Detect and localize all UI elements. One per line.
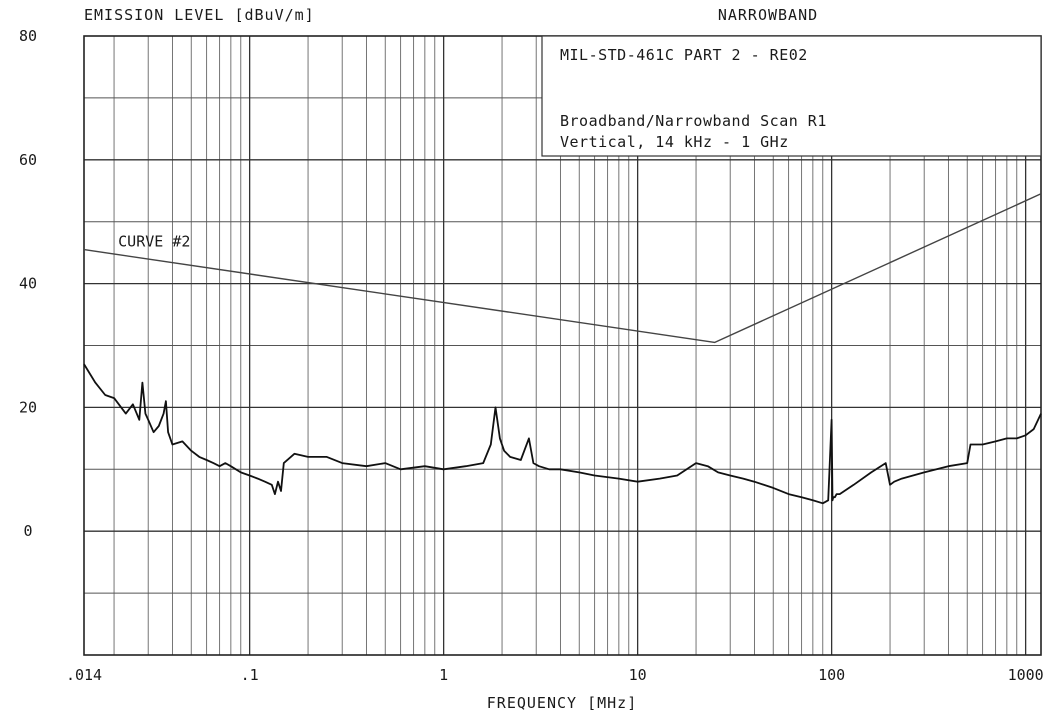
y-tick-label: 20 <box>19 398 37 416</box>
x-tick-label: 1 <box>439 666 448 684</box>
x-tick-label: .1 <box>241 666 259 684</box>
x-tick-label: .014 <box>66 666 102 684</box>
x-axis-label: FREQUENCY [MHz] <box>487 694 637 712</box>
chart-title: NARROWBAND <box>718 6 818 24</box>
info-box-background <box>541 35 1042 157</box>
limit-curve-line <box>83 193 1042 344</box>
annotation-layer: CURVE #2 <box>118 232 190 250</box>
info-box: MIL-STD-461C PART 2 - RE02 Broadband/Nar… <box>541 35 1042 157</box>
x-tick-label: 10 <box>629 666 647 684</box>
y-axis-label: EMISSION LEVEL [dBuV/m] <box>84 6 315 24</box>
info-line-range: Vertical, 14 kHz - 1 GHz <box>560 133 789 151</box>
measured-emission-line <box>83 363 1042 505</box>
info-line-scan: Broadband/Narrowband Scan R1 <box>560 112 827 130</box>
y-tick-label: 0 <box>23 522 32 540</box>
x-tick-label: 100 <box>818 666 845 684</box>
y-tick-labels: 80 60 40 20 0 <box>19 27 37 540</box>
x-tick-label: 1000 <box>1008 666 1044 684</box>
y-tick-label: 60 <box>19 151 37 169</box>
info-line-standard: MIL-STD-461C PART 2 - RE02 <box>560 46 808 64</box>
series-layer <box>83 193 1042 505</box>
grid-major <box>84 36 1041 655</box>
curve-annotation: CURVE #2 <box>118 232 190 250</box>
y-tick-label: 40 <box>19 275 37 293</box>
y-tick-label: 80 <box>19 27 37 45</box>
x-tick-labels: .014 .1 1 10 100 1000 <box>66 666 1044 684</box>
